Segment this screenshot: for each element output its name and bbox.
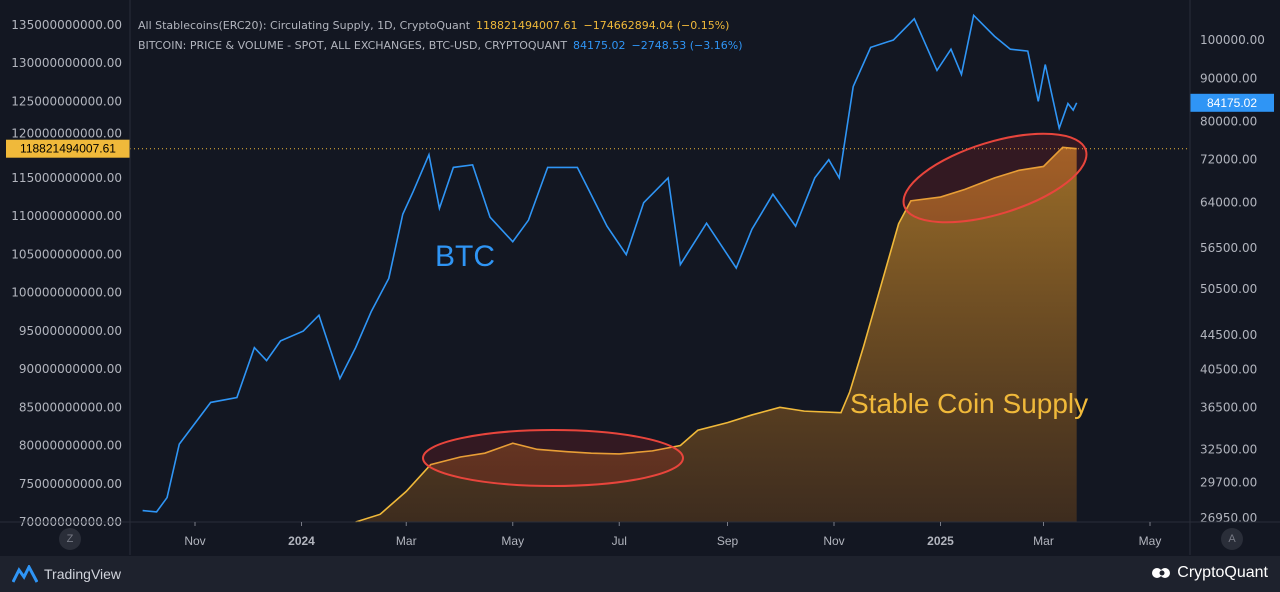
left-axis: 135000000000.00 130000000000.00 1250000000…: [11, 18, 122, 529]
legend-stablecoin: All Stablecoins(ERC20): Circulating Supp…: [138, 19, 729, 32]
legend-value: 118821494007.61: [476, 19, 578, 32]
auto-zoom-button[interactable]: Z: [59, 528, 81, 550]
tradingview-logo[interactable]: TradingView: [12, 565, 121, 583]
right-tick-label: 36500.00: [1200, 400, 1257, 414]
left-tick-label: 90000000000.00: [19, 362, 122, 376]
time-tick-label: 2025: [927, 534, 954, 548]
right-last-value-badge: [1190, 93, 1274, 112]
right-tick-label: 64000.00: [1200, 196, 1257, 210]
right-tick-label: 26950.00: [1200, 511, 1257, 525]
legend-change: −2748.53 (−3.16%): [631, 39, 743, 52]
right-tick-label: 40500.00: [1200, 362, 1257, 376]
left-tick-label: 80000000000.00: [19, 439, 122, 453]
right-tick-label: 56500.00: [1200, 241, 1257, 255]
right-tick-label: 80000.00: [1200, 114, 1257, 128]
right-tick-label: 29700.00: [1200, 476, 1257, 490]
right-tick-label: 32500.00: [1200, 443, 1257, 457]
tradingview-icon: [12, 565, 38, 583]
left-tick-label: 75000000000.00: [19, 477, 122, 491]
left-tick-label: 95000000000.00: [19, 324, 122, 338]
stablecoin-line: [355, 146, 1077, 523]
auto-scale-button[interactable]: A: [1221, 528, 1243, 550]
right-tick-label: 44500.00: [1200, 328, 1257, 342]
legend-btc: BITCOIN: PRICE & VOLUME - SPOT, ALL EXCH…: [138, 39, 743, 52]
left-tick-label: 125000000000.00: [11, 94, 122, 108]
left-tick-label: 135000000000.00: [11, 18, 122, 32]
right-last-value-label: 84175.02: [1207, 96, 1257, 110]
stablecoin-annotation: Stable Coin Supply: [850, 388, 1088, 419]
time-tick-label: May: [1139, 534, 1162, 548]
time-tick-label: May: [501, 534, 524, 548]
time-tick-label: Mar: [1033, 534, 1054, 548]
time-tick-label: Jul: [612, 534, 627, 548]
right-tick-label: 50500.00: [1200, 282, 1257, 296]
left-tick-label: 115000000000.00: [11, 171, 122, 185]
tradingview-label: TradingView: [44, 566, 122, 582]
legend-title: All Stablecoins(ERC20): Circulating Supp…: [138, 19, 471, 32]
legend-title: BITCOIN: PRICE & VOLUME - SPOT, ALL EXCH…: [138, 39, 568, 52]
time-tick-label: Mar: [396, 534, 417, 548]
left-tick-label: 105000000000.00: [11, 247, 122, 261]
legend-change: −174662894.04 (−0.15%): [583, 19, 730, 32]
time-axis: Nov 2024 Mar May Jul Sep Nov 2025 Mar May: [184, 522, 1161, 548]
legend-value: 84175.02: [573, 39, 626, 52]
stablecoin-area: [355, 147, 1077, 522]
cryptoquant-label: CryptoQuant: [1177, 564, 1268, 581]
highlight-ellipse: [902, 132, 1088, 224]
left-tick-label: 130000000000.00: [11, 56, 122, 70]
time-tick-label: Nov: [184, 534, 205, 548]
time-tick-label: 2024: [288, 534, 315, 548]
cryptoquant-logo: CryptoQuant: [1151, 564, 1268, 582]
left-tick-label: 85000000000.00: [19, 400, 122, 414]
left-tick-label: 120000000000.00: [11, 127, 122, 141]
btc-annotation: BTC: [435, 240, 495, 273]
time-tick-label: Nov: [823, 534, 844, 548]
left-tick-label: 110000000000.00: [11, 209, 122, 223]
right-tick-label: 90000.00: [1200, 71, 1257, 85]
plot-area: BTC Stable Coin Supply 118821494007.61 8417…: [6, 13, 1274, 523]
highlight-ellipse: [422, 429, 684, 487]
right-tick-label: 72000.00: [1200, 153, 1257, 167]
time-tick-label: Sep: [717, 534, 739, 548]
left-last-value-badge: [6, 139, 130, 158]
cryptoquant-icon: [1152, 568, 1171, 578]
left-tick-label: 100000000000.00: [11, 286, 122, 300]
right-tick-label: 100000.00: [1200, 33, 1265, 47]
left-last-value-label: 118821494007.61: [20, 142, 116, 156]
chart[interactable]: 135000000000.00 130000000000.00 1250000000…: [0, 0, 1280, 556]
right-axis: 100000.00 90000.00 80000.00 72000.00 64000.0…: [1200, 33, 1265, 525]
btc-line: [142, 13, 1078, 513]
